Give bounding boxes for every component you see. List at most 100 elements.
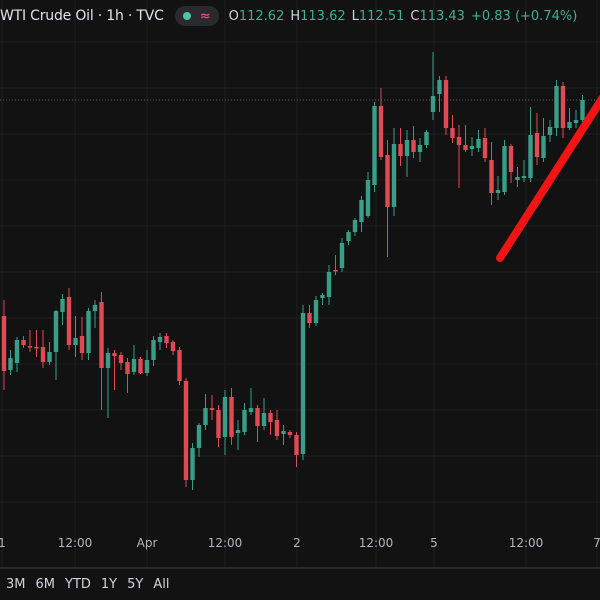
- change-value: +0.83 (+0.74%): [470, 8, 578, 24]
- candle-body: [502, 146, 507, 192]
- candle-body: [560, 86, 566, 128]
- candle-body: [372, 106, 377, 185]
- candle: [313, 296, 319, 326]
- candle-body: [268, 413, 273, 422]
- candle: [417, 138, 423, 162]
- candle-body: [417, 145, 423, 152]
- range-button-5y[interactable]: 5Y: [127, 577, 144, 592]
- candle-body: [183, 381, 189, 480]
- candle-body: [1, 316, 7, 371]
- candle-body: [164, 336, 169, 343]
- candle: [339, 238, 345, 272]
- candle-body: [573, 120, 579, 123]
- candle: [222, 390, 228, 455]
- candle: [294, 432, 299, 467]
- candle-body: [521, 176, 527, 178]
- candle: [443, 76, 449, 135]
- candle-body: [216, 410, 221, 438]
- symbol-title[interactable]: WTI Crude Oil · 1h · TVC: [0, 8, 164, 24]
- candle: [554, 80, 559, 136]
- x-tick-label: 2: [293, 536, 301, 550]
- candle-body: [125, 362, 130, 374]
- candle-body: [60, 299, 65, 312]
- trendline-drawing[interactable]: [496, 94, 600, 262]
- candle-body: [27, 346, 33, 348]
- candle: [495, 176, 501, 200]
- candle-body: [333, 270, 338, 272]
- candle: [79, 317, 85, 360]
- candle: [508, 144, 514, 183]
- candle-body: [469, 146, 475, 149]
- candle-body: [157, 337, 163, 342]
- candle-body: [281, 431, 286, 434]
- range-button-ytd[interactable]: YTD: [65, 577, 91, 592]
- candle-body: [378, 106, 384, 157]
- candle-body: [359, 200, 364, 222]
- candle-body: [339, 243, 345, 268]
- visibility-toggle[interactable]: ≈: [174, 6, 219, 26]
- x-tick-label: Apr: [136, 536, 158, 550]
- candle: [450, 115, 455, 143]
- candle: [424, 130, 429, 148]
- range-selector: 3M 6M YTD 1Y 5Y All: [6, 577, 169, 592]
- candle-body: [482, 138, 488, 158]
- candle-body: [294, 435, 299, 455]
- candle: [144, 350, 150, 376]
- candle: [560, 82, 566, 138]
- candle: [27, 330, 33, 352]
- candle: [183, 378, 189, 487]
- candle: [170, 340, 176, 355]
- candle: [248, 388, 254, 415]
- candle-body: [398, 144, 403, 156]
- candle: [131, 345, 137, 375]
- dot-icon: [182, 12, 191, 20]
- time-axis[interactable]: 1 12:00 Apr 12:00 2 12:00 5 12:00 7: [0, 536, 600, 556]
- candle: [385, 140, 390, 257]
- candlestick-chart[interactable]: [0, 0, 600, 568]
- x-tick-label: 7: [593, 536, 600, 550]
- candle: [469, 137, 475, 156]
- candle: [177, 347, 182, 385]
- range-button-6m[interactable]: 6M: [35, 577, 56, 592]
- candle-body: [547, 127, 553, 135]
- candle: [463, 125, 468, 152]
- candle-body: [112, 353, 117, 356]
- candle-body: [222, 397, 228, 437]
- candle-body: [515, 177, 520, 180]
- candle-body: [118, 355, 124, 363]
- candle-body: [131, 359, 137, 372]
- candle-body: [450, 128, 455, 138]
- candle: [14, 337, 20, 372]
- candle-body: [196, 425, 202, 448]
- candle-body: [365, 180, 371, 216]
- candle-body: [463, 145, 468, 150]
- candle-body: [476, 139, 481, 148]
- candle-body: [456, 137, 462, 145]
- high-value: 113.62: [300, 8, 346, 24]
- candle: [164, 333, 169, 348]
- axis-divider: [0, 567, 600, 569]
- x-tick-label: 12:00: [57, 536, 93, 550]
- candle-body: [66, 297, 72, 345]
- range-button-3m[interactable]: 3M: [6, 577, 26, 592]
- candle-body: [144, 360, 150, 373]
- candle: [138, 357, 143, 374]
- candle: [528, 107, 533, 182]
- candle-body: [8, 358, 13, 370]
- candle-body: [352, 220, 358, 232]
- candle: [398, 128, 403, 166]
- candle-body: [326, 272, 332, 297]
- range-button-all[interactable]: All: [153, 577, 170, 592]
- candle-body: [170, 342, 176, 351]
- candle: [118, 352, 124, 370]
- candle: [391, 128, 397, 216]
- candle-body: [404, 140, 410, 156]
- chart-header: WTI Crude Oil · 1h · TVC ≈ O112.62 H113.…: [0, 5, 577, 27]
- candle-body: [73, 338, 78, 345]
- range-button-1y[interactable]: 1Y: [100, 577, 118, 592]
- candle: [352, 218, 358, 236]
- x-tick-label: 12:00: [508, 536, 544, 550]
- candle: [8, 350, 13, 375]
- candle-body: [248, 408, 254, 412]
- candle-body: [430, 96, 436, 112]
